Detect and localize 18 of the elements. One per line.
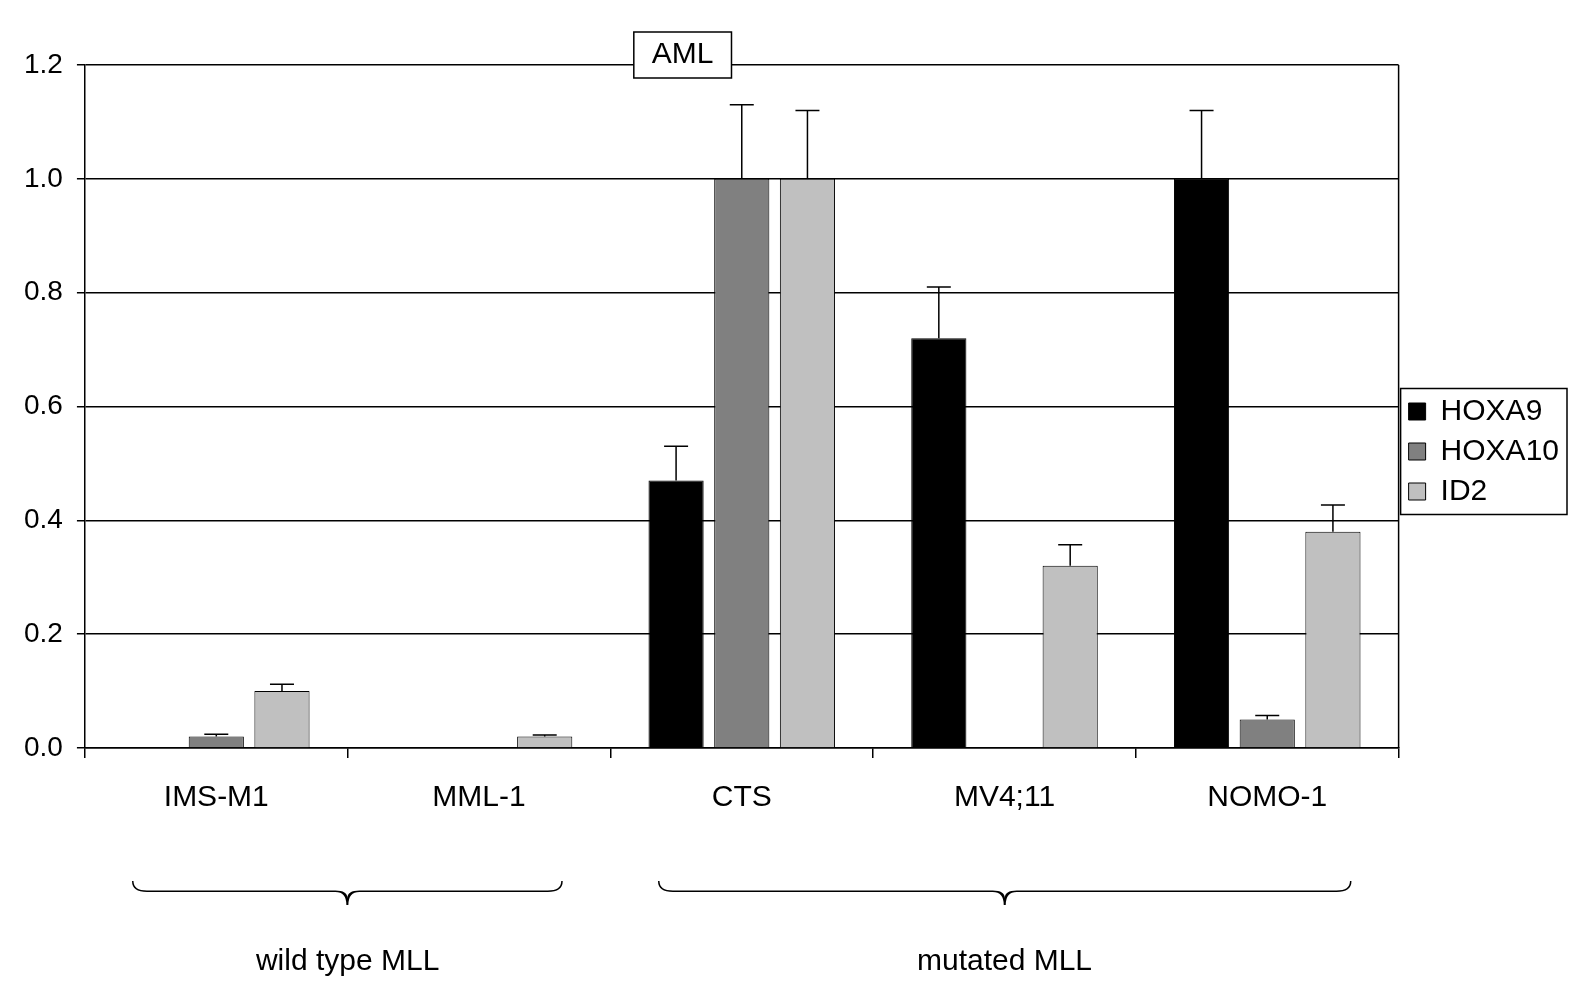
chart-title: AML [651,36,714,70]
legend-label: HOXA10 [1440,432,1559,466]
x-tick-label: CTS [711,779,772,813]
text: wild type MLL [254,943,440,977]
x-tick-label: IMS-M1 [163,779,269,813]
y-tick-label: 0.0 [23,730,63,762]
x-tick-label: MV4;11 [953,779,1056,813]
y-tick-label: 1.0 [23,161,63,193]
y-tick-label: 0.2 [23,616,63,648]
y-tick-label: 0.4 [23,503,63,535]
y-tick-label: 1.2 [23,47,63,79]
text: mutated MLL [916,943,1093,977]
x-tick-label: NOMO-1 [1207,779,1328,813]
x-tick-label: MML-1 [432,779,526,813]
legend-label: ID2 [1440,472,1488,506]
y-tick-label: 0.6 [23,389,63,421]
legend-label: HOXA9 [1440,392,1543,426]
y-tick-label: 0.8 [23,275,63,307]
